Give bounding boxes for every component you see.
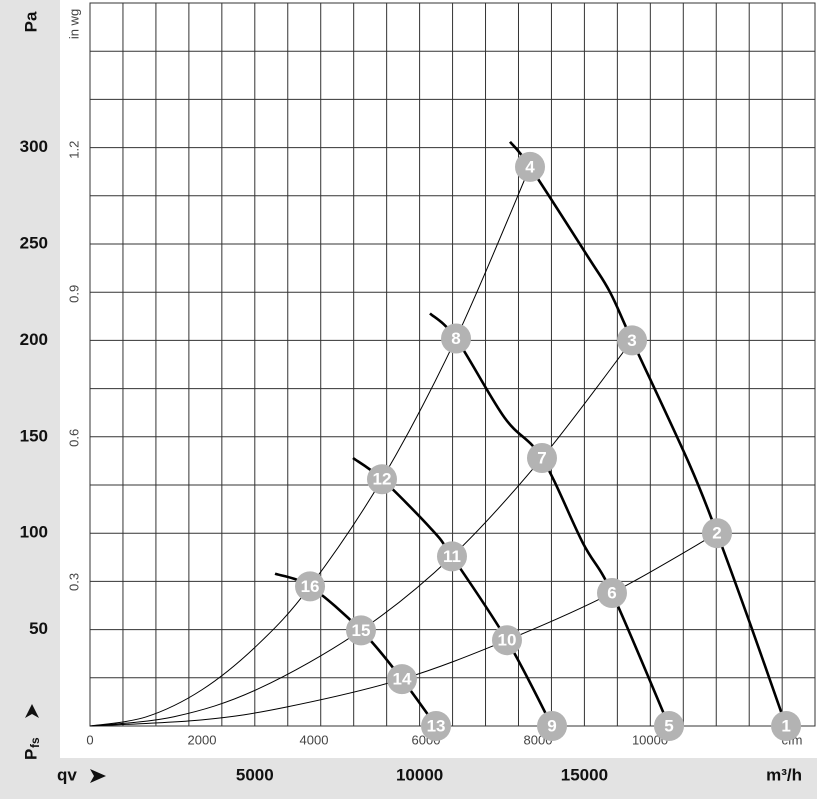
y-tick-label: 50 <box>29 619 48 638</box>
left-panel <box>0 0 60 799</box>
operating-point: 9 <box>537 711 568 741</box>
point-marker <box>386 664 417 695</box>
point-label: 1 <box>781 716 790 735</box>
point-marker <box>436 541 467 572</box>
x2-tick-label: 5000 <box>236 765 274 784</box>
y2-tick-label: 0.9 <box>66 285 81 303</box>
point-label: 2 <box>712 524 721 543</box>
operating-point: 3 <box>617 325 648 356</box>
y-axis-label: Pa <box>21 11 40 32</box>
curve <box>429 312 671 727</box>
arrow <box>25 704 39 718</box>
x-tick-label: 2000 <box>188 732 217 747</box>
operating-point: 14 <box>386 664 417 695</box>
operating-point: 7 <box>526 443 557 474</box>
point-marker <box>617 325 648 356</box>
x2-axis-label: qv <box>57 765 77 784</box>
y2-tick-label: 1.2 <box>66 141 81 159</box>
point-marker <box>654 711 685 741</box>
x2-tick-label: 10000 <box>396 765 443 784</box>
x-tick-label: 0 <box>86 732 93 747</box>
point-marker <box>366 464 397 495</box>
point-marker <box>515 151 546 182</box>
y-tick-label: 150 <box>20 426 48 445</box>
x2-unit: m³/h <box>766 765 802 784</box>
operating-point: 6 <box>596 577 627 608</box>
point-label: 4 <box>525 157 535 176</box>
point-label: 15 <box>352 621 371 640</box>
x2-tick-label: 15000 <box>561 765 608 784</box>
y2-axis-label: in wg <box>66 9 81 39</box>
pressure-subscript: fs <box>28 737 42 748</box>
pressure-label: P fs <box>21 704 42 760</box>
point-label: 8 <box>451 329 460 348</box>
y-tick-label: 250 <box>20 233 48 252</box>
point-label: 10 <box>498 631 517 650</box>
operating-point: 15 <box>345 615 376 646</box>
point-marker <box>537 711 568 741</box>
operating-point: 16 <box>295 571 326 602</box>
point-label: 13 <box>427 716 446 735</box>
operating-point: 8 <box>441 323 472 354</box>
arrow <box>90 769 106 783</box>
operating-point: 13 <box>421 711 452 741</box>
point-label: 14 <box>393 670 412 689</box>
y-tick-label: 200 <box>20 330 48 349</box>
point-marker <box>596 577 627 608</box>
operating-point: 2 <box>701 518 732 549</box>
y-tick-label: 300 <box>20 137 48 156</box>
point-marker <box>491 625 522 656</box>
bottom-panel <box>0 758 817 799</box>
operating-point: 5 <box>654 711 685 741</box>
point-marker <box>295 571 326 602</box>
plot-frame <box>89 2 816 727</box>
operating-point: 10 <box>491 625 522 656</box>
operating-point: 4 <box>515 151 546 182</box>
point-label: 16 <box>301 577 320 596</box>
operating-point: 12 <box>366 464 397 495</box>
point-marker <box>771 711 802 741</box>
point-marker <box>421 711 452 741</box>
point-label: 6 <box>607 583 616 602</box>
point-label: 3 <box>627 331 636 350</box>
pressure-symbol: P <box>21 749 40 760</box>
point-marker <box>441 323 472 354</box>
point-label: 12 <box>373 470 392 489</box>
point-label: 7 <box>537 448 546 467</box>
y2-tick-label: 0.3 <box>66 573 81 591</box>
point-marker <box>526 443 557 474</box>
operating-point: 1 <box>771 711 802 741</box>
point-marker <box>345 615 376 646</box>
operating-point: 11 <box>436 541 467 572</box>
y-tick-label: 100 <box>20 523 48 542</box>
x-tick-label: 4000 <box>300 732 329 747</box>
y2-tick-label: 0.6 <box>66 429 81 447</box>
point-marker <box>701 518 732 549</box>
point-label: 5 <box>664 716 673 735</box>
point-label: 11 <box>443 547 461 566</box>
curve <box>508 140 788 727</box>
point-label: 9 <box>547 716 556 735</box>
